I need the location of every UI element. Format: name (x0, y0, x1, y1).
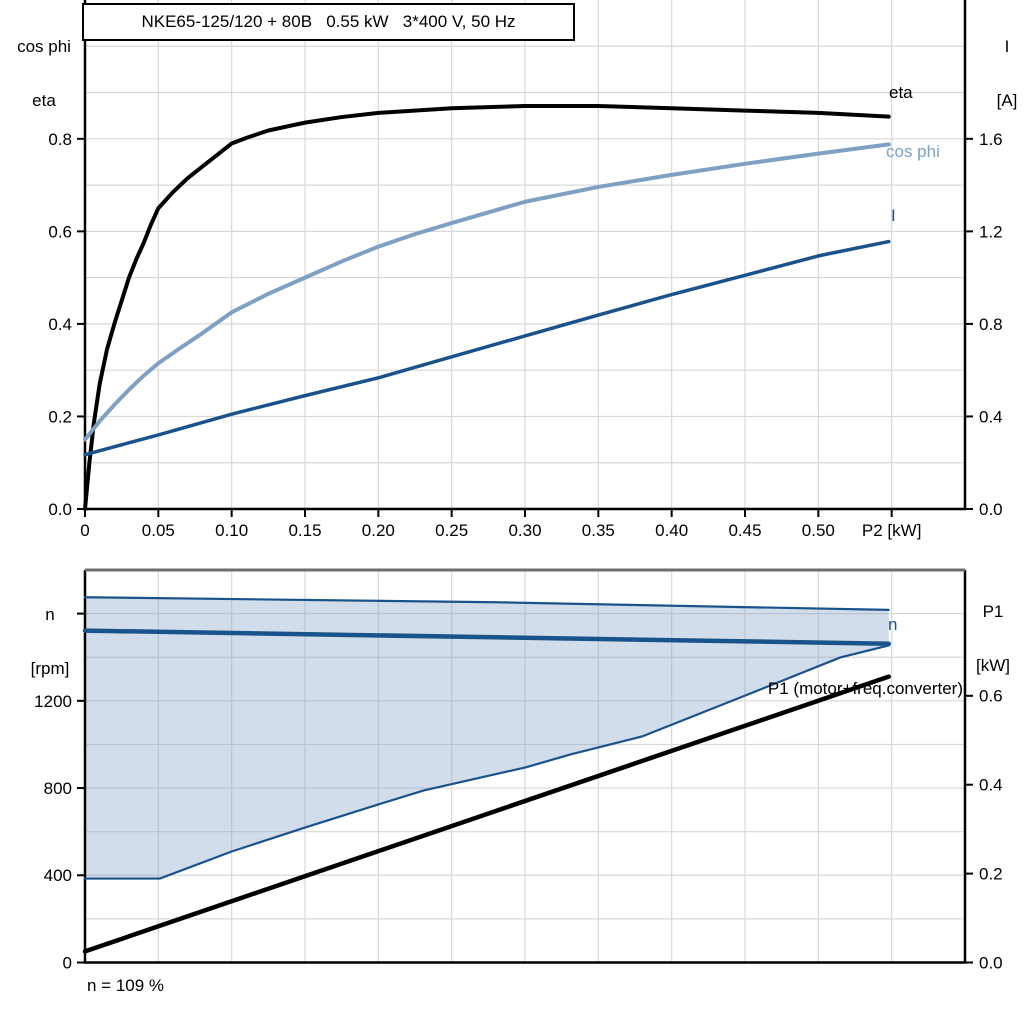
series-n (82, 628, 891, 646)
x-tick-label: 0 (80, 521, 89, 540)
left-tick-label: 800 (44, 779, 72, 798)
right-tick-label: 1.6 (979, 130, 1003, 149)
series-n-min (83, 644, 890, 880)
axis-title-p1-unit: [kW] (976, 656, 1010, 675)
bottom-right-axis-title: P1 [kW] (966, 567, 1020, 711)
bottom-chart: 0 400 800 1200 0.0 0.2 0.4 0.6 (34, 568, 1003, 972)
right-tick-label: 1.2 (979, 222, 1003, 241)
right-tick-label: 0.0 (979, 953, 1003, 972)
top-right-axis-title: I [A] (985, 2, 1024, 146)
speed-percentage-note: n = 109 % (87, 976, 165, 995)
right-tick-label: 0.2 (979, 865, 1003, 884)
x-tick-label: 0.15 (288, 521, 321, 540)
p1-curve-label: P1 (motor+freq.converter) (767, 679, 963, 698)
right-tick-label: 0.0 (979, 500, 1003, 519)
x-tick-label: 0.50 (802, 521, 835, 540)
x-tick-label: 0.05 (142, 521, 175, 540)
x-tick-label: P2 [kW] (862, 521, 922, 540)
right-tick-label: 0.6 (979, 687, 1003, 706)
chart-title-box: NKE65-125/120 + 80B 0.55 kW 3*400 V, 50 … (82, 3, 575, 41)
x-tick-label: 0.25 (435, 521, 468, 540)
axis-title-eta: eta (32, 91, 56, 110)
series-p1-motor-freq-converter- (82, 674, 891, 954)
series-eta (83, 103, 891, 511)
cos-phi-curve-label: cos phi (886, 142, 940, 161)
speed-curve-label: n (888, 615, 898, 634)
axis-title-p1: P1 (982, 602, 1004, 621)
x-tick-label: 0.10 (215, 521, 248, 540)
left-tick-label: 400 (44, 866, 72, 885)
top-left-axis-title: cos phi eta (2, 2, 86, 146)
left-tick-label: 0 (63, 953, 72, 972)
left-tick-label: 0.2 (48, 407, 72, 426)
axis-title-current-unit: [A] (996, 91, 1018, 110)
axis-title-current: I (1004, 37, 1010, 56)
current-curve-label: I (891, 206, 896, 225)
axis-title-cos-phi: cos phi (17, 37, 71, 56)
left-tick-label: 1200 (34, 692, 72, 711)
series-i (83, 239, 891, 457)
bottom-left-axis-title: n [rpm] (8, 570, 92, 714)
axis-title-speed: n (45, 605, 55, 624)
axis-title-speed-unit: [rpm] (30, 659, 70, 678)
right-tick-label: 0.8 (979, 315, 1003, 334)
x-tick-label: 0.35 (582, 521, 615, 540)
left-tick-label: 0.0 (48, 500, 72, 519)
left-tick-label: 0.4 (48, 315, 72, 334)
series-cos-phi (83, 142, 891, 442)
right-tick-label: 0.4 (979, 776, 1003, 795)
x-tick-label: 0.40 (655, 521, 688, 540)
series-n-max (83, 596, 890, 612)
x-tick-label: 0.20 (362, 521, 395, 540)
eta-curve-label: eta (889, 83, 913, 102)
right-tick-label: 0.4 (979, 407, 1003, 426)
speed-range-band (85, 597, 889, 879)
left-tick-label: 0.8 (48, 130, 72, 149)
top-chart: 0.0 0.2 0.4 0.6 0.8 0.0 0.4 0.8 1.2 1.6 0 0.05 0.10 0… (48, 0, 1003, 540)
left-tick-label: 0.6 (48, 222, 72, 241)
x-tick-label: 0.45 (728, 521, 761, 540)
x-tick-label: 0.30 (508, 521, 541, 540)
